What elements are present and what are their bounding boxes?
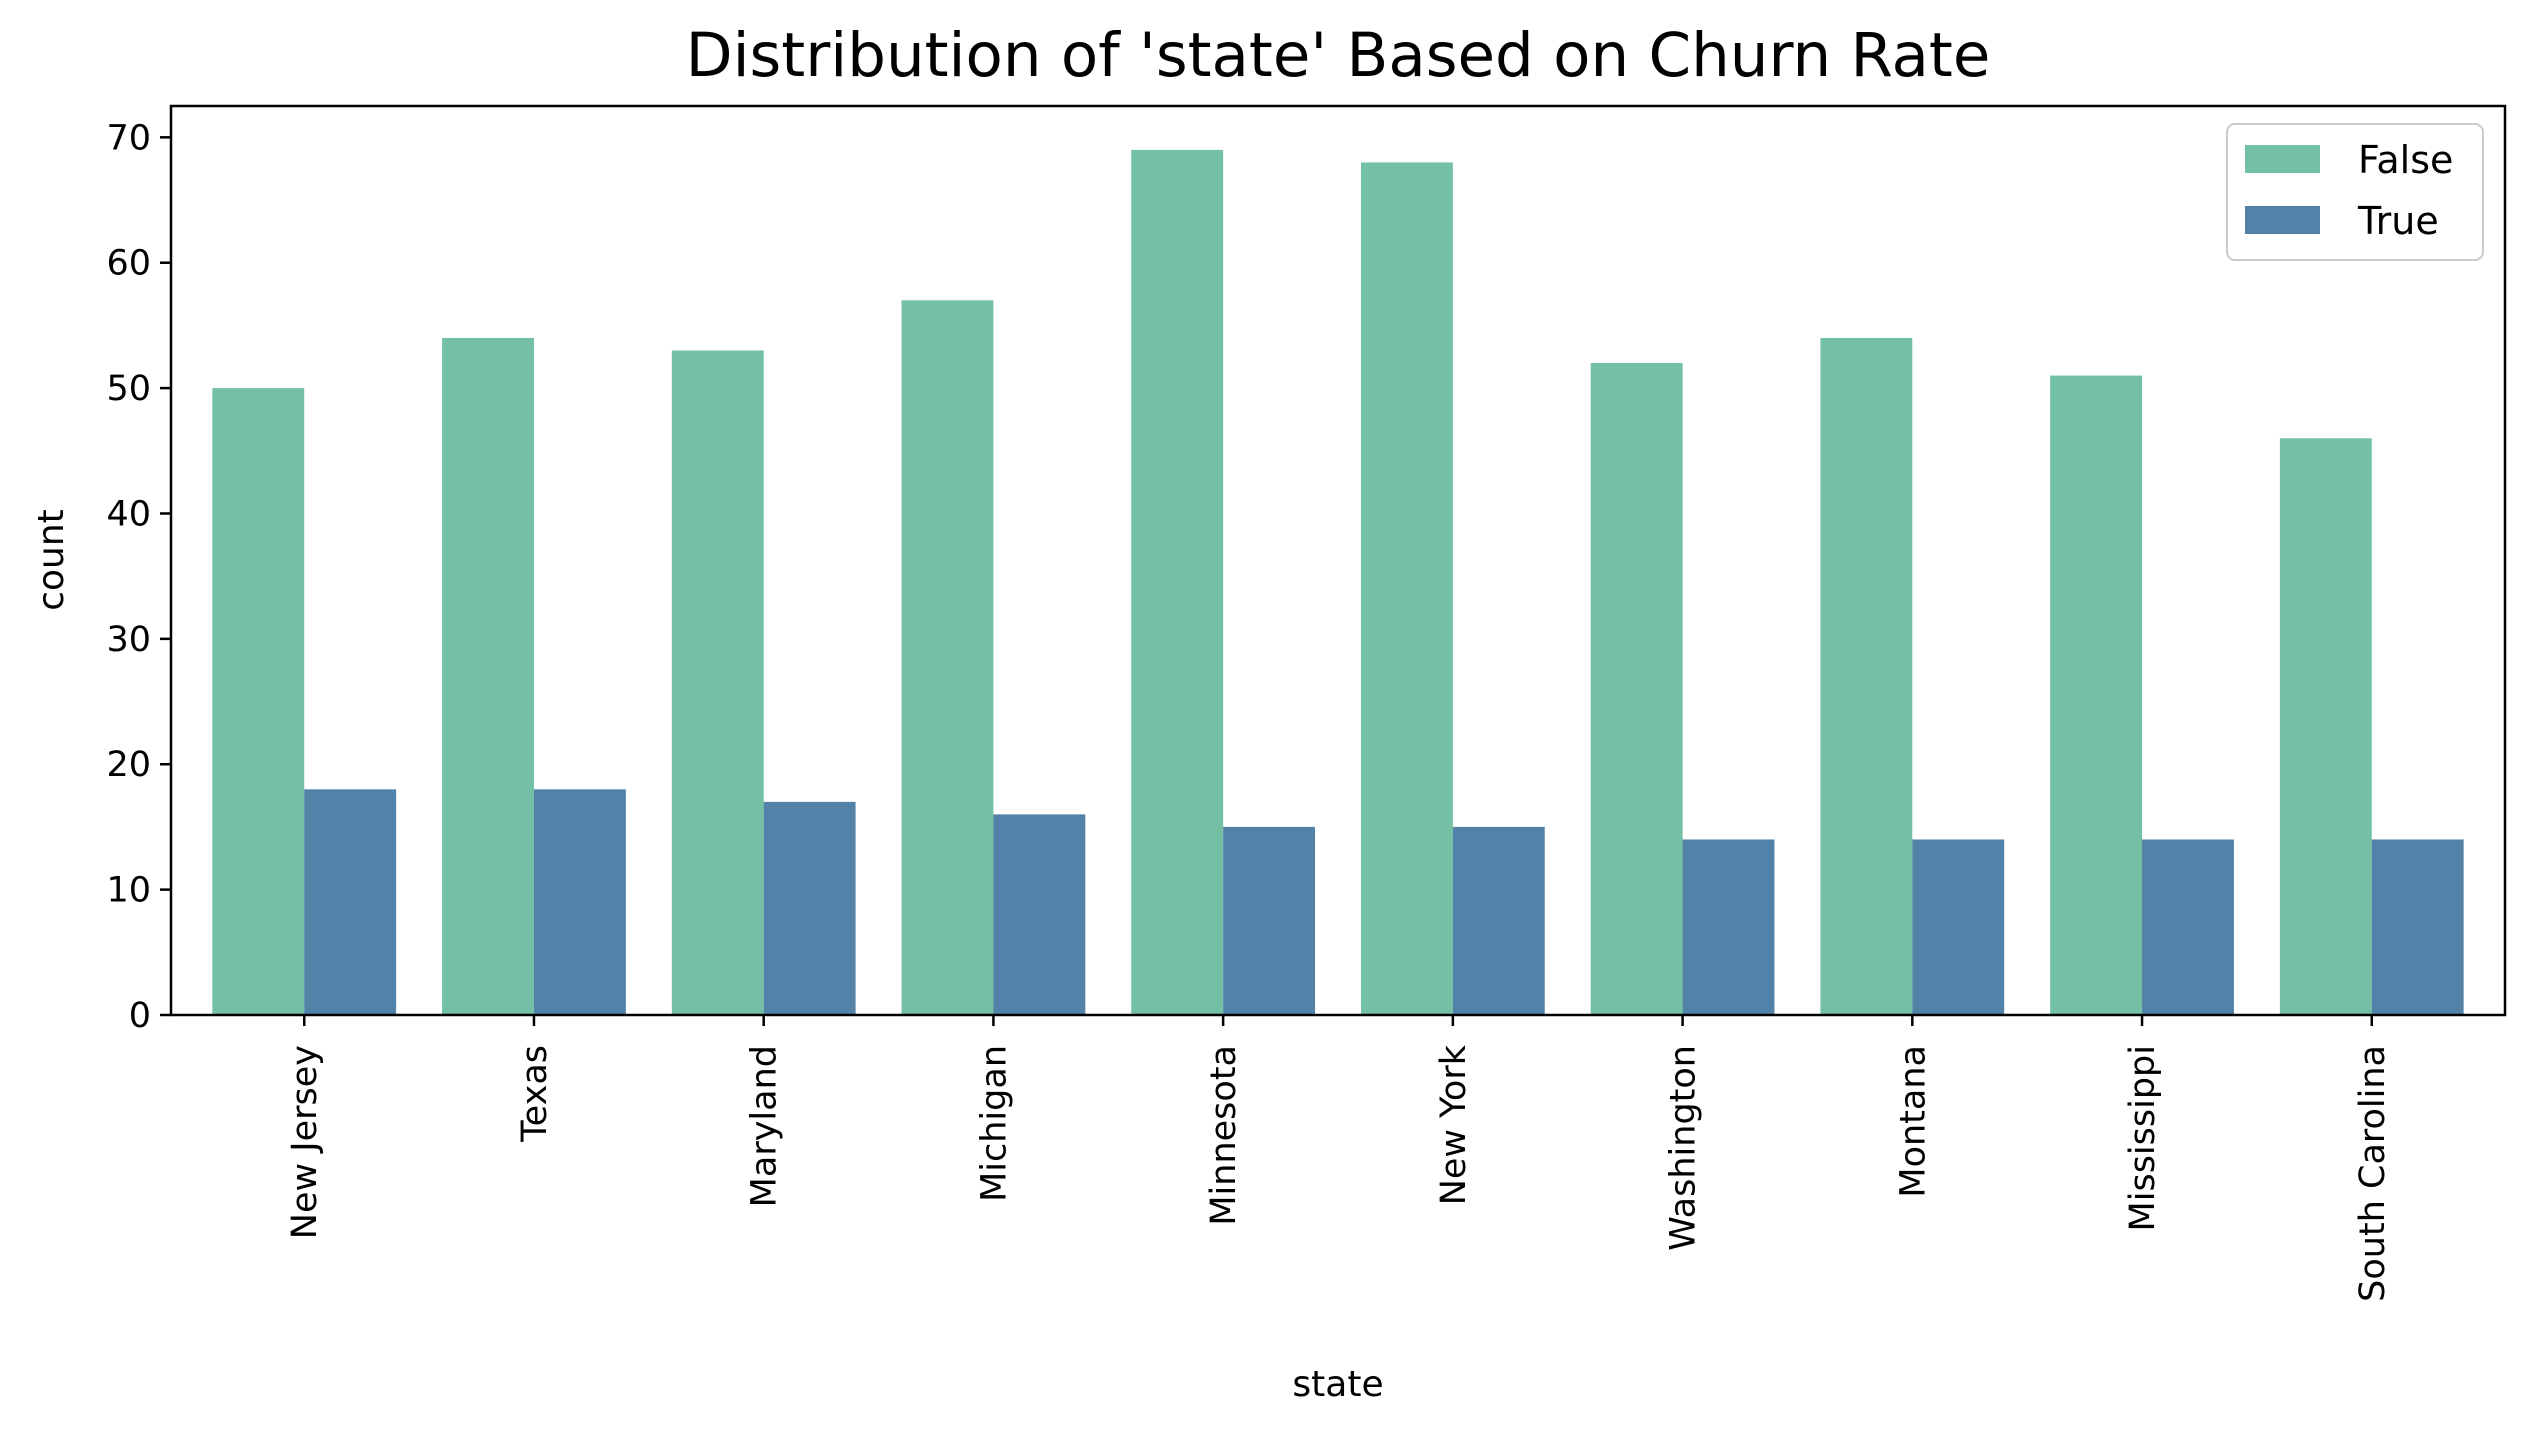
bar-false-maryland — [671, 350, 764, 1015]
y-tick-label: 40 — [106, 494, 151, 534]
legend-swatch-true — [2245, 206, 2320, 234]
x-tick-label: Mississippi — [2123, 1045, 2163, 1231]
chart-title: Distribution of 'state' Based on Churn R… — [686, 20, 1991, 91]
bar-false-new-york — [1360, 162, 1453, 1016]
legend-label-false: False — [2358, 138, 2453, 182]
x-tick-label: Washington — [1664, 1045, 1704, 1251]
x-axis: New Jersey Texas Maryland Michigan Minnesota… — [285, 1015, 2393, 1302]
bar-true-texas — [533, 789, 626, 1015]
bar-true-mississippi — [2142, 839, 2234, 1015]
y-tick-label: 70 — [106, 118, 151, 158]
bar-true-south-carolina — [2371, 839, 2464, 1015]
bar-false-south-carolina — [2279, 438, 2372, 1015]
x-tick-label: Texas — [515, 1045, 555, 1143]
bar-true-montana — [1912, 839, 2005, 1015]
bar-true-new-jersey — [304, 789, 397, 1015]
bar-false-minnesota — [1131, 149, 1224, 1015]
y-axis-label: count — [31, 509, 72, 611]
bar-true-minnesota — [1223, 826, 1316, 1015]
y-axis: 0 10 20 30 40 50 60 70 — [106, 118, 171, 1036]
bar-false-mississippi — [2050, 375, 2143, 1015]
y-tick-label: 20 — [106, 745, 151, 785]
legend-label-true: True — [2357, 199, 2439, 243]
x-axis-label: state — [1292, 1364, 1383, 1405]
bar-false-michigan — [901, 300, 994, 1016]
y-tick-label: 0 — [129, 996, 151, 1036]
x-tick-label: Michigan — [974, 1045, 1014, 1202]
bar-false-texas — [442, 337, 534, 1015]
x-tick-label: Minnesota — [1204, 1045, 1244, 1226]
x-tick-label: South Carolina — [2353, 1045, 2393, 1302]
bar-false-new-jersey — [212, 388, 305, 1016]
x-tick-label: Maryland — [745, 1045, 785, 1207]
plot-frame — [169, 104, 2507, 1017]
y-tick-label: 30 — [106, 620, 151, 660]
bar-false-montana — [1820, 337, 1913, 1015]
x-tick-label: New Jersey — [285, 1045, 325, 1239]
bar-true-maryland — [763, 801, 856, 1015]
bars-layer — [212, 149, 2464, 1016]
x-tick-label: New York — [1434, 1044, 1474, 1205]
bar-true-new-york — [1452, 826, 1545, 1015]
legend-swatch-false — [2245, 145, 2320, 173]
y-tick-label: 50 — [106, 369, 151, 409]
y-tick-label: 60 — [106, 244, 151, 284]
bar-true-michigan — [993, 814, 1086, 1015]
x-tick-label: Montana — [1893, 1045, 1933, 1198]
bar-false-washington — [1590, 363, 1683, 1015]
y-tick-label: 10 — [106, 871, 151, 911]
legend: False True — [2226, 123, 2484, 261]
bar-true-washington — [1682, 839, 1775, 1015]
